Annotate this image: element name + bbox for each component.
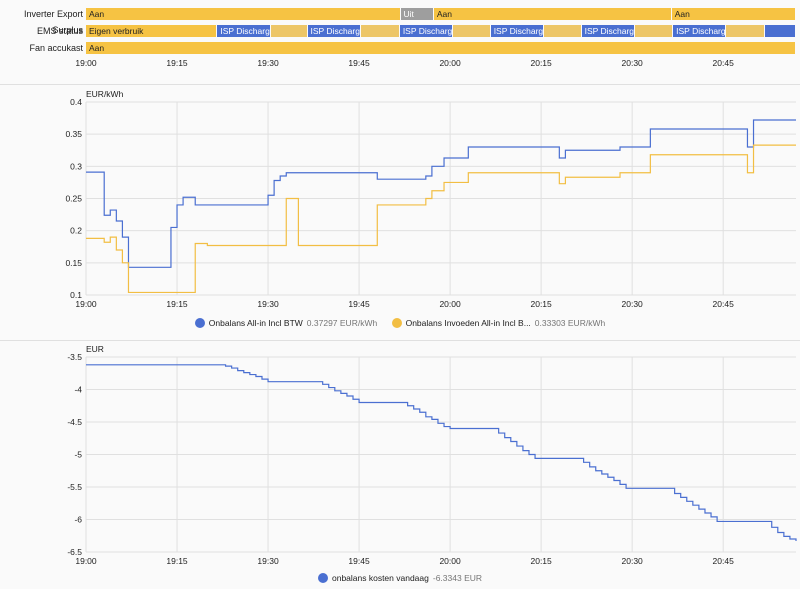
x-tick-label: 20:30 (622, 299, 644, 309)
price-chart-legend: Onbalans All-in Incl BTW 0.37297 EUR/kWh… (0, 318, 800, 330)
timeline-segment[interactable]: ISP Discharge (490, 25, 543, 37)
timeline-row-label: Inverter Export Surplus (23, 9, 83, 35)
timeline-track[interactable]: Aan Uit Aan Aan (86, 8, 796, 20)
y-tick-label: 0.4 (70, 97, 82, 107)
timeline-row-fan-accukast: Fan accukast Aan (0, 40, 800, 56)
y-tick-label: -5.5 (67, 482, 82, 492)
legend-series-name: onbalans kosten vandaag (331, 573, 429, 583)
x-tick-label: 20:00 (439, 556, 461, 566)
y-tick-label: -6.5 (67, 547, 82, 557)
y-tick-label: -3.5 (67, 352, 82, 362)
x-tick-label: 19:45 (348, 556, 370, 566)
x-tick-label: 19:45 (348, 299, 370, 309)
timeline-tick-label: 20:45 (712, 58, 734, 68)
timeline-segment[interactable] (543, 25, 581, 37)
x-tick-label: 20:15 (530, 556, 552, 566)
price-chart[interactable]: EUR/kWh 0.1 0.15 0.2 0.25 0.3 0.35 0.4 19:00 19:1… (0, 88, 800, 313)
series-line-2 (86, 144, 796, 294)
y-tick-label: 0.25 (65, 194, 82, 204)
y-tick-label: 0.3 (70, 161, 82, 171)
timeline-tick-label: 19:15 (166, 58, 188, 68)
x-tick-label: 20:45 (713, 299, 735, 309)
legend-dot-icon (317, 573, 328, 583)
timeline-segment[interactable]: ISP Discharge (673, 25, 726, 37)
timeline-tick-label: 19:30 (257, 58, 279, 68)
timeline-tick-label: 20:00 (439, 58, 461, 68)
x-tick-label: 19:15 (166, 299, 188, 309)
x-tick-label: 19:30 (257, 299, 279, 309)
legend-item-kosten[interactable]: onbalans kosten vandaag -6.3343 EUR (317, 573, 483, 583)
timeline-tick-label: 19:00 (75, 58, 97, 68)
y-tick-label: -4.5 (67, 417, 82, 427)
timeline-tick-label: 19:45 (348, 58, 370, 68)
timeline-segment[interactable]: Aan (86, 42, 795, 54)
timeline-segment[interactable] (764, 25, 795, 37)
y-tick-label: -4 (74, 385, 82, 395)
y-tick-label: 0.1 (70, 290, 82, 300)
x-tick-label: 19:30 (257, 556, 279, 566)
divider (0, 340, 800, 341)
legend-dot-icon (391, 318, 402, 328)
legend-series-name: Onbalans All-in Incl BTW (208, 318, 303, 328)
legend-item-all-in[interactable]: Onbalans All-in Incl BTW 0.37297 EUR/kWh (194, 318, 378, 328)
y-tick-label: -6 (74, 515, 82, 525)
timeline-segment[interactable]: Aan (433, 8, 671, 20)
x-tick-label: 19:00 (75, 556, 97, 566)
x-tick-label: 20:15 (530, 299, 552, 309)
timeline-row-label: Fan accukast (29, 43, 83, 53)
timeline-tick-label: 20:30 (621, 58, 643, 68)
axis-unit-label: EUR (86, 344, 104, 354)
y-tick-label: 0.15 (65, 258, 82, 268)
legend-series-value: 0.33303 EUR/kWh (534, 318, 606, 328)
y-tick-label: 0.35 (65, 129, 82, 139)
timeline-tick-label: 20:15 (530, 58, 552, 68)
divider (0, 84, 800, 85)
timeline-segment[interactable] (634, 25, 673, 37)
legend-series-name: Onbalans Invoeden All-in Incl B... (405, 318, 531, 328)
series-line-1 (86, 364, 797, 541)
x-tick-label: 19:15 (166, 556, 188, 566)
y-tick-label: 0.2 (70, 226, 82, 236)
timeline-track[interactable]: Aan (86, 42, 796, 54)
axis-unit-label: EUR/kWh (86, 89, 124, 99)
timeline-track[interactable]: Eigen verbruik ISP Discharge ISP Discharge… (86, 25, 796, 37)
timeline-segment[interactable]: ISP Discharge (307, 25, 360, 37)
x-tick-label: 19:00 (75, 299, 97, 309)
x-tick-label: 20:45 (713, 556, 735, 566)
timeline-segment[interactable] (726, 25, 764, 37)
timeline-axis: 19:00 19:15 19:30 19:45 20:00 20:15 20:30 20:45 (0, 58, 800, 70)
cost-chart[interactable]: EUR -3.5 -4 -4.5 -5 -5.5 -6 -6.519:00 19:15 19:30… (0, 343, 800, 568)
timeline-segment[interactable]: ISP Discharge (217, 25, 270, 37)
timeline-segment[interactable]: ISP Discharge (399, 25, 453, 37)
cost-chart-legend: onbalans kosten vandaag -6.3343 EUR (0, 573, 800, 585)
timeline-segment[interactable]: Aan (86, 8, 400, 20)
timeline-segment[interactable] (270, 25, 307, 37)
timeline-segment[interactable]: Aan (671, 8, 795, 20)
series-line-1 (86, 119, 796, 268)
legend-series-value: 0.37297 EUR/kWh (306, 318, 378, 328)
timeline-segment[interactable] (453, 25, 490, 37)
x-tick-label: 20:00 (439, 299, 461, 309)
y-tick-label: -5 (74, 450, 82, 460)
timeline-row-inverter-export-surplus: Inverter Export Surplus Aan Uit Aan Aan (0, 6, 800, 35)
timeline-segment[interactable]: Uit (400, 8, 433, 20)
legend-dot-icon (194, 318, 205, 328)
legend-item-invoeden[interactable]: Onbalans Invoeden All-in Incl B... 0.333… (391, 318, 606, 328)
timeline-row-ems-status: EMS status Eigen verbruik ISP Discharge IS… (0, 23, 800, 39)
x-tick-label: 20:30 (622, 556, 644, 566)
timeline-segment[interactable]: Eigen verbruik (86, 25, 217, 37)
legend-series-value: -6.3343 EUR (432, 573, 483, 583)
timeline-row-label: EMS status (36, 26, 83, 36)
timeline-segment[interactable]: ISP Discharge (581, 25, 634, 37)
timeline-segment[interactable] (360, 25, 399, 37)
